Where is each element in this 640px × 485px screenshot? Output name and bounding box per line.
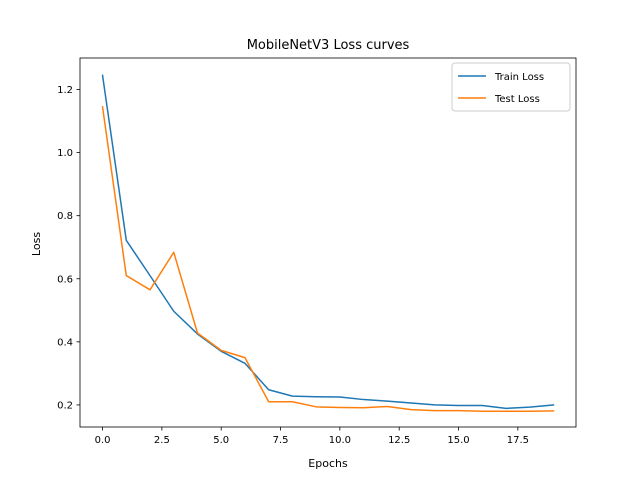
x-tick-label: 15.0 — [447, 435, 469, 446]
x-tick-label: 12.5 — [388, 435, 410, 446]
x-tick-label: 2.5 — [154, 435, 170, 446]
x-tick-label: 7.5 — [273, 435, 289, 446]
x-tick-label: 0.0 — [95, 435, 111, 446]
legend-label-train-loss: Train Loss — [494, 72, 544, 83]
series-line-train-loss — [101, 74, 555, 410]
x-tick-label: 10.0 — [329, 435, 351, 446]
y-tick-label: 1.0 — [57, 148, 73, 159]
legend-label-test-loss: Test Loss — [494, 94, 540, 105]
plot-area: 0.0 2.5 5.0 7.5 10.0 12.5 15.0 17.5 0.2 0.4 0.6 0.8… — [57, 57, 577, 446]
x-tick-label: 17.5 — [507, 435, 529, 446]
y-axis-label: Loss — [30, 232, 43, 256]
legend: Train Loss Test Loss — [451, 62, 571, 112]
x-axis-label: Epochs — [308, 457, 348, 470]
chart-title: MobileNetV3 Loss curves — [247, 38, 410, 53]
y-tick-label: 0.8 — [57, 211, 73, 222]
x-tick-label: 5.0 — [213, 435, 229, 446]
plot-frame — [79, 57, 577, 428]
y-tick-label: 0.6 — [57, 274, 73, 285]
y-tick-label: 1.2 — [57, 85, 73, 96]
y-tick-label: 0.4 — [57, 337, 73, 348]
series-line-test-loss — [101, 106, 555, 412]
legend-box — [451, 62, 571, 112]
y-tick-label: 0.2 — [57, 400, 73, 411]
